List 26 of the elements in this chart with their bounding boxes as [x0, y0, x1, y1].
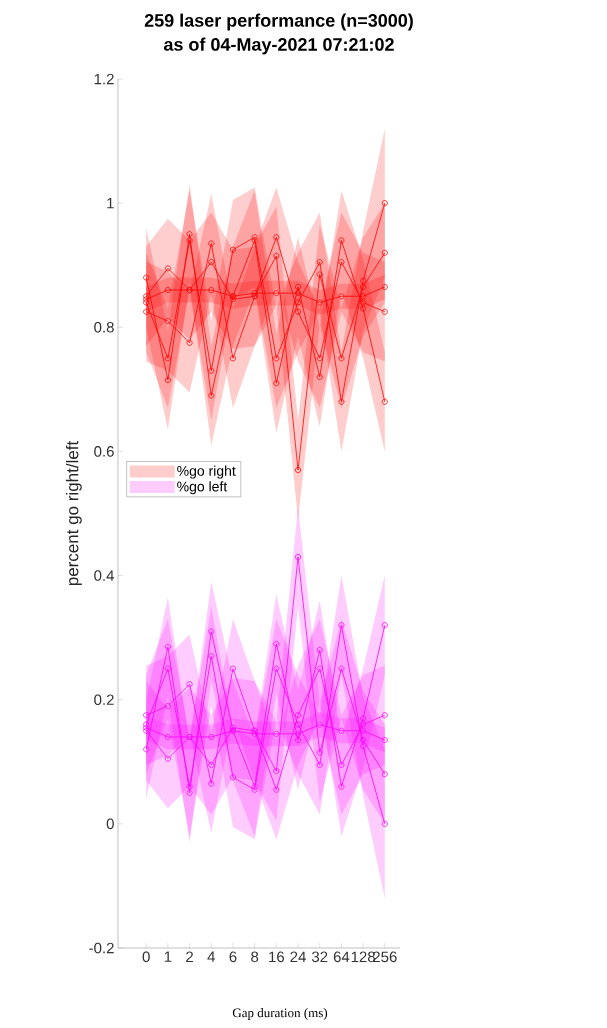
y-tick-label: 0.4: [94, 570, 115, 581]
y-tick-label: 1: [107, 197, 114, 209]
legend-label: %go right: [177, 465, 236, 479]
x-tick-label: 8: [251, 951, 259, 963]
x-tick-label: 128: [351, 951, 375, 963]
x-tick-label: 2: [186, 951, 193, 962]
x-tick-label: 1: [164, 951, 172, 962]
y-tick-label: 0.2: [94, 694, 114, 706]
x-tick-label: 256: [373, 951, 397, 963]
y-tick-label: 0: [106, 818, 114, 830]
x-tick-label: 64: [333, 951, 350, 963]
y-tick-label: 0.6: [94, 446, 114, 457]
y-tick-label: 0.8: [94, 321, 114, 333]
x-tick-label: 0: [142, 951, 150, 963]
x-tick-label: 16: [269, 951, 285, 963]
x-axis-title: Gap duration (ms): [232, 1008, 328, 1020]
chart-subtitle: as of 04-May-2021 07:21:02: [163, 37, 394, 55]
chart-title: 259 laser performance (n=3000): [144, 13, 413, 31]
y-tick-label: -0.2: [89, 942, 114, 954]
legend-label: %go left: [177, 481, 228, 495]
y-tick-label: 1.2: [94, 73, 114, 85]
x-tick-label: 32: [311, 951, 328, 963]
x-tick-label: 6: [229, 951, 237, 963]
x-tick-label: 4: [207, 951, 216, 962]
x-tick-label: 24: [290, 951, 306, 962]
y-axis-title: percent go right/left: [65, 440, 82, 586]
